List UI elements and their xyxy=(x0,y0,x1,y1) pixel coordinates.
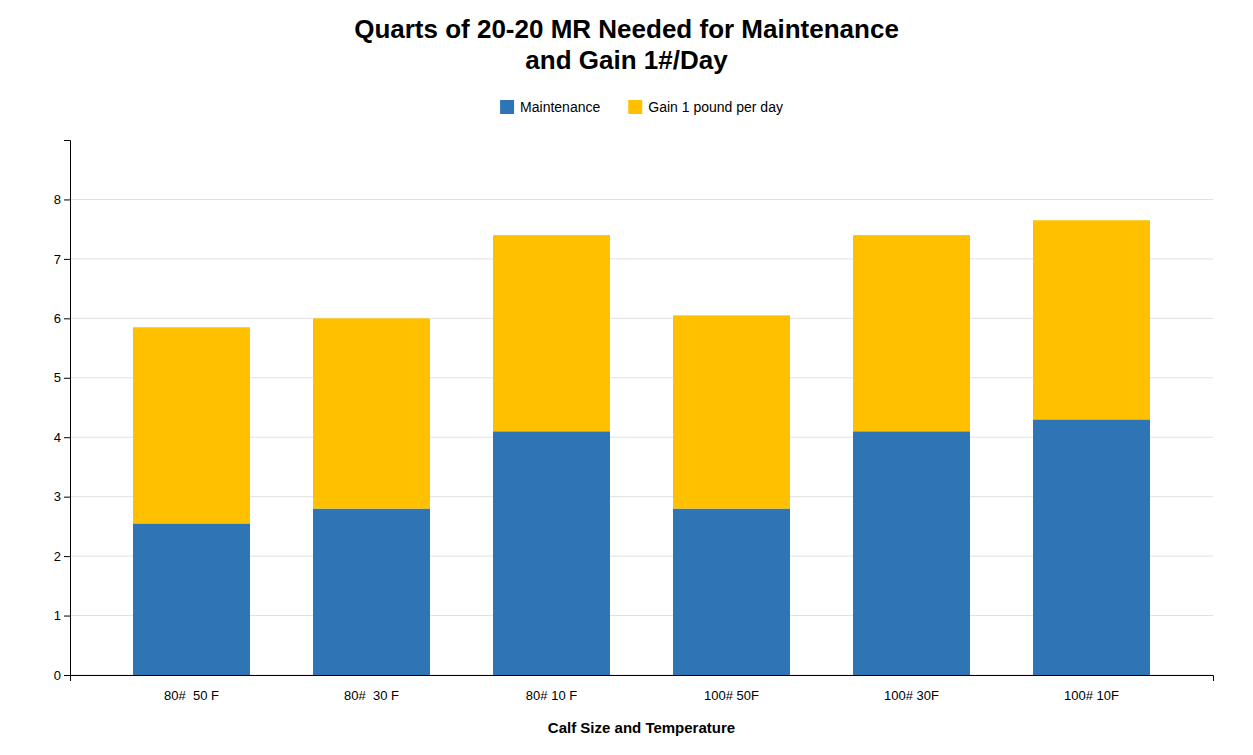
tick: 0 xyxy=(54,668,70,683)
tick: 3 xyxy=(54,489,70,504)
tick-mark xyxy=(64,497,70,498)
tick: 80# 50 F xyxy=(164,688,219,703)
tick-mark xyxy=(64,318,70,319)
tick: 80# 10 F xyxy=(526,688,577,703)
tick-mark xyxy=(64,437,70,438)
bar-segment xyxy=(133,523,250,675)
x-axis: 80# 50 F 80# 30 F 80# 10 F 100# 50F 100# 30F… xyxy=(71,676,1214,703)
tick-label: 2 xyxy=(54,549,61,564)
legend-swatch xyxy=(500,100,514,114)
bar-segment xyxy=(493,431,610,675)
tick: 100# 10F xyxy=(1064,688,1119,703)
tick-mark xyxy=(64,199,70,200)
tick-label: 7 xyxy=(54,252,61,267)
tick-label: 1 xyxy=(54,608,61,623)
bar-segment xyxy=(853,235,970,431)
tick: 80# 30 F xyxy=(344,688,399,703)
legend-swatch xyxy=(628,100,642,114)
bar-segment xyxy=(673,509,790,675)
bars xyxy=(133,220,1150,675)
tick-mark xyxy=(64,259,70,260)
tick-mark xyxy=(64,616,70,617)
tick: 7 xyxy=(54,252,70,267)
tick-label: 100# 50F xyxy=(704,688,759,703)
tick-label: 5 xyxy=(54,370,61,385)
y-axis: 0 1 2 3 4 5 6 7 8 xyxy=(54,141,71,683)
grid xyxy=(70,199,1213,675)
tick: 6 xyxy=(54,311,70,326)
tick-mark xyxy=(64,675,70,676)
tick-mark xyxy=(64,556,70,557)
bar-segment xyxy=(673,315,790,508)
legend-item: Gain 1 pound per day xyxy=(628,99,783,115)
tick-label: 80# 50 F xyxy=(164,688,219,703)
tick-label: 80# 10 F xyxy=(526,688,577,703)
tick: 1 xyxy=(54,608,70,623)
tick: 2 xyxy=(54,549,70,564)
series xyxy=(133,419,1150,675)
grid-line xyxy=(70,199,1213,200)
bar-segment xyxy=(493,235,610,431)
series xyxy=(133,220,1150,523)
tick: 5 xyxy=(54,370,70,385)
chart: 0 1 2 3 4 5 6 7 8 80# 50 F 80# 30 F 80# 10 F 100# 50… xyxy=(0,0,1253,755)
tick-label: 6 xyxy=(54,311,61,326)
bar-segment xyxy=(313,509,430,675)
tick-label: 0 xyxy=(54,668,61,683)
legend: Maintenance Gain 1 pound per day xyxy=(500,99,783,115)
tick: 8 xyxy=(54,192,70,207)
tick: 100# 30F xyxy=(884,688,939,703)
tick: 100# 50F xyxy=(704,688,759,703)
legend-label: Gain 1 pound per day xyxy=(648,99,783,115)
axis-line xyxy=(64,141,71,676)
tick-label: 80# 30 F xyxy=(344,688,399,703)
title: Quarts of 20-20 MR Needed for Maintenanc… xyxy=(354,14,899,75)
tick-label: 3 xyxy=(54,489,61,504)
tick-label: 100# 10F xyxy=(1064,688,1119,703)
bar-segment xyxy=(133,327,250,523)
plot: 0 1 2 3 4 5 6 7 8 80# 50 F 80# 30 F 80# 10 F 100# 50… xyxy=(54,141,1214,703)
tick-label: 8 xyxy=(54,192,61,207)
legend-label: Maintenance xyxy=(520,99,600,115)
tick: 4 xyxy=(54,430,70,445)
x-axis-title: Calf Size and Temperature xyxy=(548,719,735,736)
bar-segment xyxy=(1033,419,1150,675)
tick-label: 4 xyxy=(54,430,61,445)
bar-segment xyxy=(1033,220,1150,419)
tick-label: 100# 30F xyxy=(884,688,939,703)
legend-item: Maintenance xyxy=(500,99,600,115)
tick-mark xyxy=(64,378,70,379)
bar-segment xyxy=(853,431,970,675)
axis-line xyxy=(71,676,1214,682)
bar-segment xyxy=(313,318,430,508)
